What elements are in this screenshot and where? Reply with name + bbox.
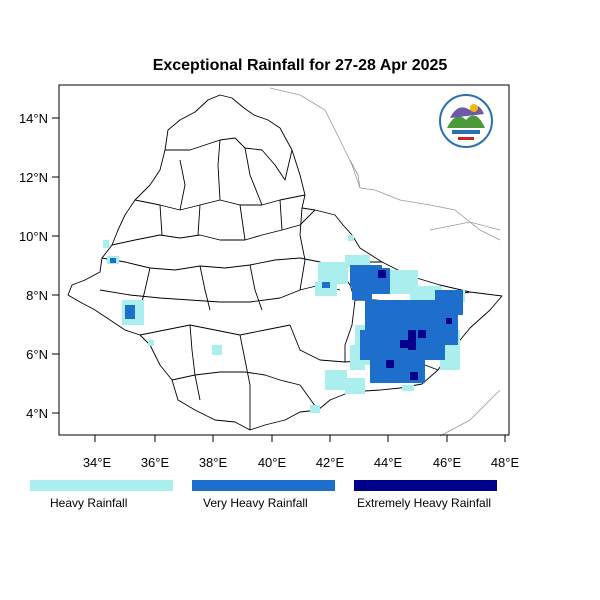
extremely-heavy-cell [386, 360, 394, 368]
heavy-cell [315, 282, 337, 296]
legend-label-very-heavy: Very Heavy Rainfall [203, 496, 308, 510]
extremely-heavy-cell [410, 372, 418, 380]
y-tick-label: 6°N [26, 347, 48, 362]
x-tick-label: 42°E [316, 455, 345, 470]
country-borders [67, 94, 503, 431]
legend-swatch-heavy [30, 480, 173, 491]
extremely-heavy-cell [418, 330, 426, 338]
extremely-heavy-rainfall-cells [378, 270, 452, 380]
very-heavy-cell [110, 258, 116, 263]
very-heavy-cell [352, 285, 372, 300]
heavy-cell [410, 286, 442, 300]
meteorology-institute-logo [439, 94, 493, 148]
y-tick-label: 10°N [19, 229, 48, 244]
extremely-heavy-cell [400, 340, 408, 348]
heavy-cell [325, 370, 347, 390]
x-tick-label: 44°E [374, 455, 403, 470]
extremely-heavy-cell [446, 318, 452, 324]
y-tick-label: 12°N [19, 170, 48, 185]
heavy-cell [148, 340, 154, 346]
y-tick-label: 14°N [19, 111, 48, 126]
heavy-cell [103, 240, 109, 248]
y-axis [52, 117, 59, 414]
very-heavy-cell [365, 300, 445, 335]
x-tick-label: 48°E [491, 455, 520, 470]
x-tick-label: 36°E [141, 455, 170, 470]
extremely-heavy-cell [408, 330, 416, 350]
y-tick-label: 4°N [26, 406, 48, 421]
x-tick-label: 40°E [258, 455, 287, 470]
rainfall-overlay [103, 235, 465, 413]
y-tick-label: 8°N [26, 288, 48, 303]
y-tick-labels: 14°N 12°N 10°N 8°N 6°N 4°N [19, 111, 48, 421]
heavy-cell [310, 405, 320, 413]
legend-swatch-very-heavy [192, 480, 335, 491]
heavy-cell [345, 255, 370, 267]
very-heavy-cell [322, 282, 330, 288]
legend-label-heavy: Heavy Rainfall [50, 496, 128, 510]
map-frame [58, 84, 510, 436]
x-axis [94, 435, 506, 442]
x-tick-label: 46°E [433, 455, 462, 470]
ethiopia-outline [67, 94, 503, 431]
very-heavy-cell [440, 315, 458, 345]
heavy-cell [402, 385, 414, 391]
heavy-cell [345, 378, 365, 394]
x-tick-label: 38°E [199, 455, 228, 470]
heavy-cell [318, 262, 348, 284]
heavy-cell [212, 345, 222, 355]
neighbor-borders [269, 87, 501, 437]
legend-swatch-extremely-heavy [354, 480, 497, 491]
extremely-heavy-cell [378, 270, 386, 278]
very-heavy-cell [125, 305, 135, 319]
map-title: Exceptional Rainfall for 27-28 Apr 2025 [152, 57, 448, 74]
heavy-cell [348, 235, 354, 241]
x-tick-labels: 34°E 36°E 38°E 40°E 42°E 44°E 46°E 48°E [83, 455, 520, 470]
very-heavy-cell [435, 290, 463, 315]
legend-label-extremely-heavy: Extremely Heavy Rainfall [357, 496, 492, 510]
x-tick-label: 34°E [83, 455, 112, 470]
